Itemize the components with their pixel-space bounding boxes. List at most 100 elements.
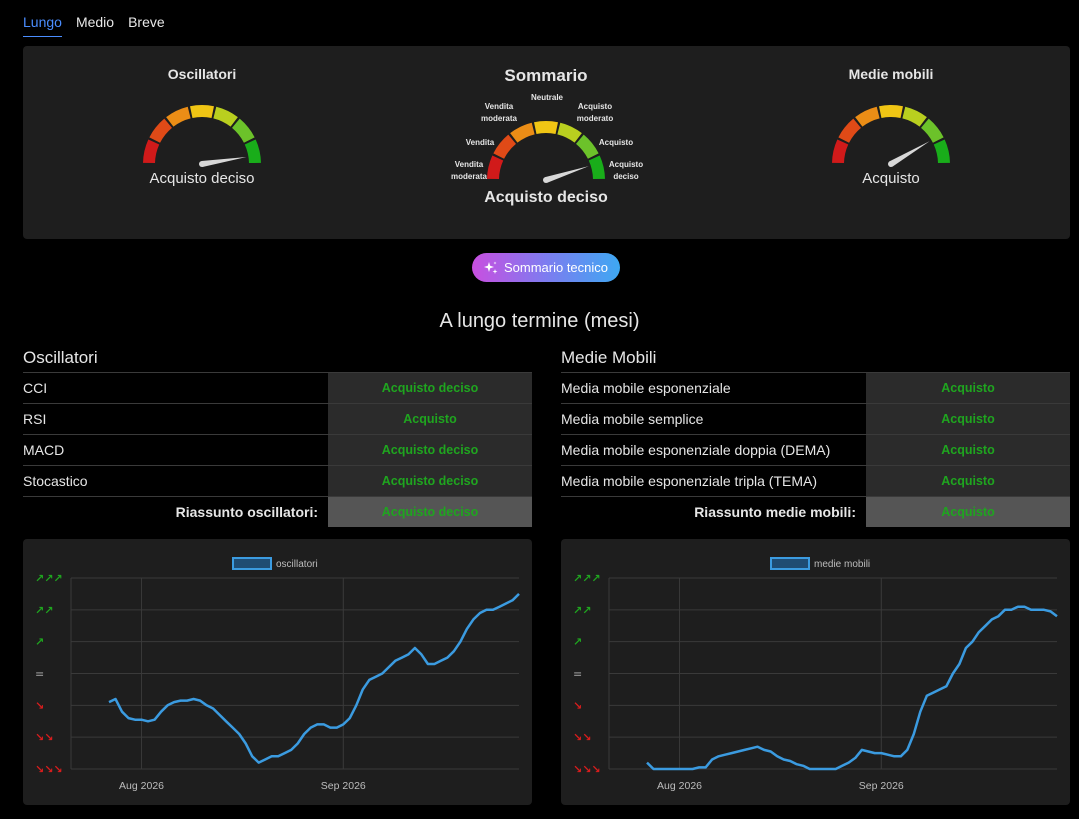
oscillators-summary-label: Riassunto oscillatori:	[23, 496, 328, 527]
x-tick-label: Aug 2026	[657, 780, 702, 792]
gauge-segment	[190, 105, 214, 119]
oscillators-summary-value: Acquisto deciso	[328, 496, 532, 527]
x-tick-label: Sep 2026	[321, 780, 366, 792]
gauge-segment	[493, 134, 517, 160]
gauge-segment	[920, 118, 944, 144]
gauge-segment	[231, 118, 255, 144]
timeframe-tabs: Lungo Medio Breve	[23, 14, 165, 37]
gauge-tick-buy: Acquisto	[598, 138, 634, 147]
series-line	[646, 605, 1058, 771]
gauge-segment	[557, 122, 582, 143]
gauge-tick-strong-sell: Vendita moderata	[450, 160, 487, 181]
legend-swatch	[232, 557, 272, 570]
indicator-value: Acquisto deciso	[328, 434, 532, 466]
gauge-needle	[889, 141, 930, 167]
legend-label: oscillatori	[276, 559, 318, 570]
y-axis-icon: ↗	[35, 636, 44, 649]
indicator-name: Media mobile esponenziale	[561, 372, 866, 404]
indicator-name: Media mobile esponenziale tripla (TEMA)	[561, 465, 866, 497]
y-axis-icon: ↗	[573, 636, 582, 649]
moving-averages-summary-value: Acquisto	[866, 496, 1070, 527]
oscillators-gauge-dial	[143, 105, 261, 167]
oscillators-gauge: Oscillatori Acquisto deciso	[127, 66, 277, 187]
indicator-value: Acquisto	[866, 372, 1070, 404]
oscillators-gauge-title: Oscillatori	[167, 66, 237, 82]
gauge-needle	[201, 156, 247, 167]
indicator-value: Acquisto deciso	[328, 372, 532, 404]
y-axis-icon: ↘↘	[573, 731, 591, 744]
table-row: Media mobile esponenziale tripla (TEMA) …	[561, 465, 1070, 497]
indicator-value: Acquisto	[328, 403, 532, 435]
oscillators-table-title: Oscillatori	[23, 348, 98, 367]
y-axis-icon: ↘↘↘	[573, 763, 601, 776]
gauge-segment	[838, 118, 862, 144]
table-summary-row: Riassunto medie mobili: Acquisto	[561, 496, 1070, 527]
summary-gauge-value: Acquisto deciso	[484, 189, 608, 206]
sparkle-icon	[483, 261, 498, 274]
moving-averages-table-title: Medie Mobili	[561, 348, 657, 367]
y-axis-icon: ↗↗	[573, 604, 591, 617]
table-row: RSI Acquisto	[23, 403, 532, 435]
moving-averages-gauge-dial	[832, 105, 950, 167]
gauge-segment	[510, 122, 535, 143]
gauge-needle-hub	[888, 161, 894, 167]
gauge-segment	[534, 121, 558, 135]
gauge-tick-moderate-buy: Acquisto moderato	[576, 102, 614, 123]
oscillators-chart-plot: oscillatori↗↗↗↗↗↗=↘↘↘↘↘↘Aug 2026 Sep 2026	[35, 557, 520, 792]
gauge-segment	[575, 134, 599, 160]
y-axis-icon: =	[573, 668, 582, 681]
technical-summary-button-label: Sommario tecnico	[503, 260, 609, 275]
gauge-segment	[149, 118, 173, 144]
gauge-needle-hub	[543, 177, 549, 183]
y-axis-icon: ↘↘	[35, 731, 53, 744]
moving-averages-chart: medie mobili ↗↗↗ ↗↗ ↗ = ↘ ↘↘ ↘↘↘ Aug 2026 Sep 202…	[561, 539, 1070, 805]
x-tick-label: Sep 2026	[859, 780, 904, 792]
moving-averages-summary-label: Riassunto medie mobili:	[561, 496, 866, 527]
gauge-segment	[879, 105, 903, 119]
moving-averages-chart-plot: medie mobili↗↗↗↗↗↗=↘↘↘↘↘↘Aug 2026 Sep 202…	[573, 557, 1058, 792]
oscillators-gauge-value: Acquisto deciso	[149, 170, 255, 187]
indicator-name: Media mobile semplice	[561, 403, 866, 435]
section-title: A lungo termine (mesi)	[439, 310, 640, 332]
series-line	[108, 593, 520, 764]
gauge-tick-strong-buy: Acquisto deciso	[608, 160, 644, 181]
oscillators-chart: oscillatori ↗↗↗ ↗↗ ↗ = ↘ ↘↘ ↘↘↘ Aug 2026 Sep 2026	[23, 539, 532, 805]
indicator-value: Acquisto	[866, 465, 1070, 497]
y-axis-icon: ↗↗	[35, 604, 53, 617]
y-axis-icon: ↗↗↗	[35, 572, 63, 585]
gauge-tick-neutral: Neutrale	[530, 93, 563, 102]
indicator-name: RSI	[23, 403, 328, 435]
gauge-segment	[244, 139, 261, 164]
gauge-segment	[166, 106, 191, 127]
table-row: Media mobile esponenziale Acquisto	[561, 372, 1070, 404]
indicator-name: Media mobile esponenziale doppia (DEMA)	[561, 434, 866, 466]
moving-averages-gauge: Medie mobili Acquisto	[816, 66, 966, 187]
table-row: MACD Acquisto deciso	[23, 434, 532, 466]
moving-averages-table: Media mobile esponenziale Acquisto Media…	[561, 372, 1070, 527]
legend-label: medie mobili	[814, 559, 870, 570]
technical-summary-button[interactable]: Sommario tecnico	[472, 253, 620, 282]
gauge-tick-sell: Vendita	[465, 138, 495, 147]
indicator-name: Stocastico	[23, 465, 328, 497]
table-row: CCI Acquisto deciso	[23, 372, 532, 404]
summary-gauge: Sommario Vendita moderata Vendita Vendit…	[446, 66, 646, 236]
indicator-name: CCI	[23, 372, 328, 404]
y-axis-icon: =	[35, 668, 44, 681]
tab-breve[interactable]: Breve	[128, 14, 165, 30]
gauge-segment	[487, 155, 504, 180]
gauge-segment	[855, 106, 880, 127]
table-summary-row: Riassunto oscillatori: Acquisto deciso	[23, 496, 532, 527]
summary-gauge-title: Sommario	[504, 66, 588, 85]
gauge-segment	[213, 106, 238, 127]
indicator-value: Acquisto	[866, 434, 1070, 466]
tab-medio[interactable]: Medio	[75, 14, 115, 30]
moving-averages-gauge-title: Medie mobili	[848, 66, 934, 82]
y-axis-icon: ↘	[35, 699, 44, 712]
summary-gauge-dial	[487, 121, 605, 183]
tab-lungo[interactable]: Lungo	[23, 14, 62, 37]
table-row: Media mobile semplice Acquisto	[561, 403, 1070, 435]
y-axis-icon: ↗↗↗	[573, 572, 601, 585]
moving-averages-gauge-value: Acquisto	[862, 170, 920, 187]
legend-swatch	[770, 557, 810, 570]
table-row: Stocastico Acquisto deciso	[23, 465, 532, 497]
